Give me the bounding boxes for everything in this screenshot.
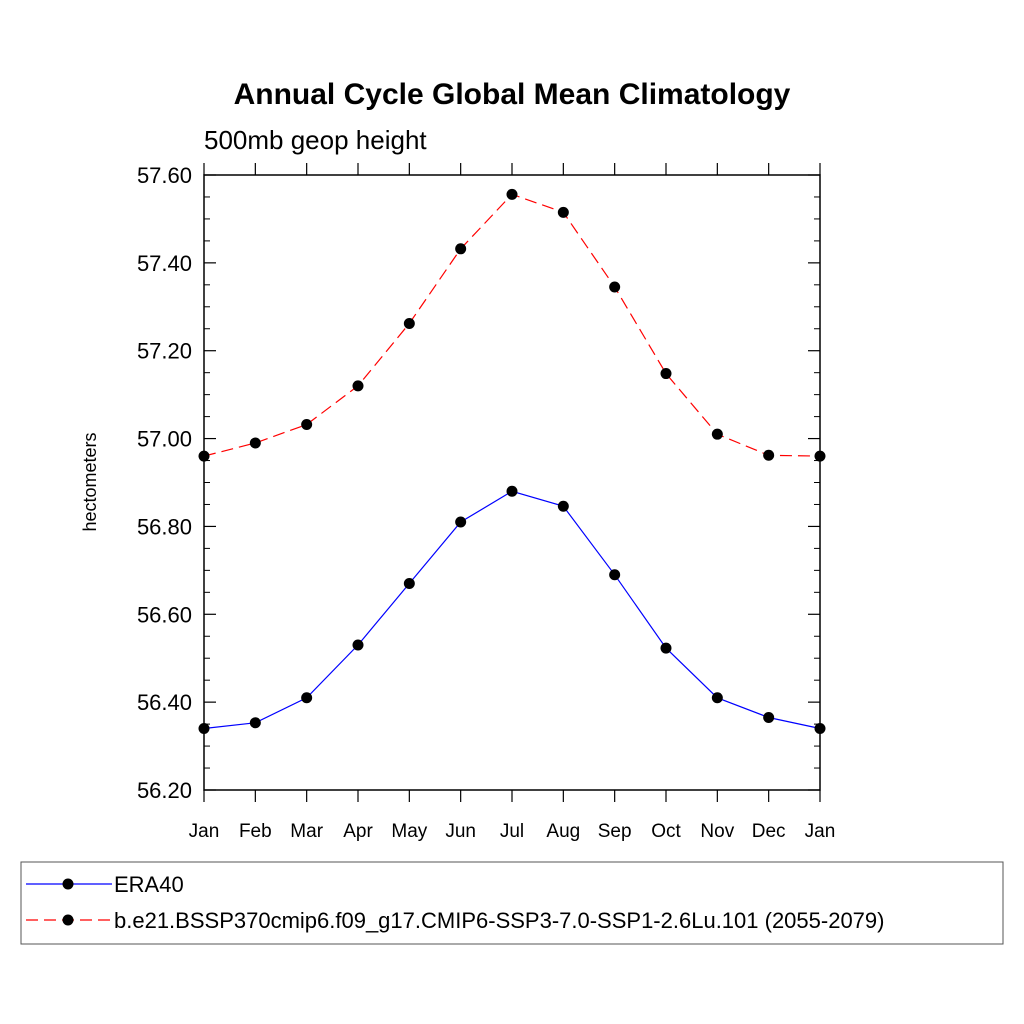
data-point: [660, 368, 672, 380]
y-tick-label: 56.20: [137, 778, 192, 803]
data-point: [301, 419, 313, 431]
axis-ticks: [203, 163, 821, 802]
chart-title: Annual Cycle Global Mean Climatology: [234, 78, 791, 111]
y-tick-label: 56.60: [137, 602, 192, 627]
data-point: [557, 206, 569, 218]
x-tick-label: Jun: [445, 821, 476, 842]
data-point: [249, 437, 261, 449]
y-tick-label: 57.60: [137, 163, 192, 188]
legend-marker: [62, 914, 74, 926]
plot-frame: [203, 174, 821, 791]
x-tick-label: Jan: [805, 821, 836, 842]
data-point: [557, 500, 569, 512]
data-point: [506, 485, 518, 497]
data-point: [763, 712, 775, 724]
y-tick-label: 56.40: [137, 690, 192, 715]
data-point: [249, 717, 261, 729]
data-point: [711, 428, 723, 440]
legend-marker: [62, 878, 74, 890]
x-tick-label: Dec: [752, 821, 786, 842]
legend-item: b.e21.BSSP370cmip6.f09_g17.CMIP6-SSP3-7.…: [26, 908, 884, 933]
legend-item: ERA40: [26, 872, 184, 897]
x-tick-labels: Jan Feb Mar Apr May Jun Jul Aug Sep Oct Nov Dec Jan: [189, 821, 836, 842]
series-layer: [198, 188, 826, 734]
data-point: [301, 692, 313, 704]
y-tick-label: 57.40: [137, 251, 192, 276]
data-point: [711, 692, 723, 704]
legend-label: ERA40: [114, 872, 184, 897]
data-point: [609, 569, 621, 581]
y-tick-labels: 56.20 56.40 56.60 56.80 57.00 57.20 57.40 57.60: [137, 163, 192, 803]
x-tick-label: Mar: [290, 821, 323, 842]
data-point: [352, 639, 364, 651]
series-2: [198, 188, 826, 462]
y-tick-label: 56.80: [137, 514, 192, 539]
legend-box: [20, 861, 1004, 945]
x-tick-label: Aug: [546, 821, 580, 842]
x-tick-label: May: [391, 821, 427, 842]
x-tick-label: Feb: [239, 821, 272, 842]
data-point: [609, 281, 621, 293]
legend: ERA40 b.e21.BSSP370cmip6.f09_g17.CMIP6-SS…: [26, 872, 884, 933]
y-tick-label: 57.00: [137, 427, 192, 452]
y-axis-label: hectometers: [80, 432, 100, 531]
y-tick-label: 57.20: [137, 339, 192, 364]
data-point: [763, 449, 775, 461]
x-tick-label: Apr: [343, 821, 373, 842]
data-point: [660, 642, 672, 654]
data-point: [455, 516, 467, 528]
data-point: [352, 380, 364, 392]
legend-label: b.e21.BSSP370cmip6.f09_g17.CMIP6-SSP3-7.…: [114, 908, 884, 933]
chart-subtitle: 500mb geop height: [204, 125, 427, 155]
data-point: [403, 578, 415, 590]
x-tick-label: Jul: [500, 821, 524, 842]
x-tick-label: Jan: [189, 821, 220, 842]
x-tick-label: Oct: [651, 821, 681, 842]
series-1: [198, 485, 826, 734]
x-tick-label: Nov: [700, 821, 734, 842]
data-point: [455, 243, 467, 255]
data-point: [403, 317, 415, 329]
data-point: [506, 188, 518, 200]
x-tick-label: Sep: [598, 821, 632, 842]
